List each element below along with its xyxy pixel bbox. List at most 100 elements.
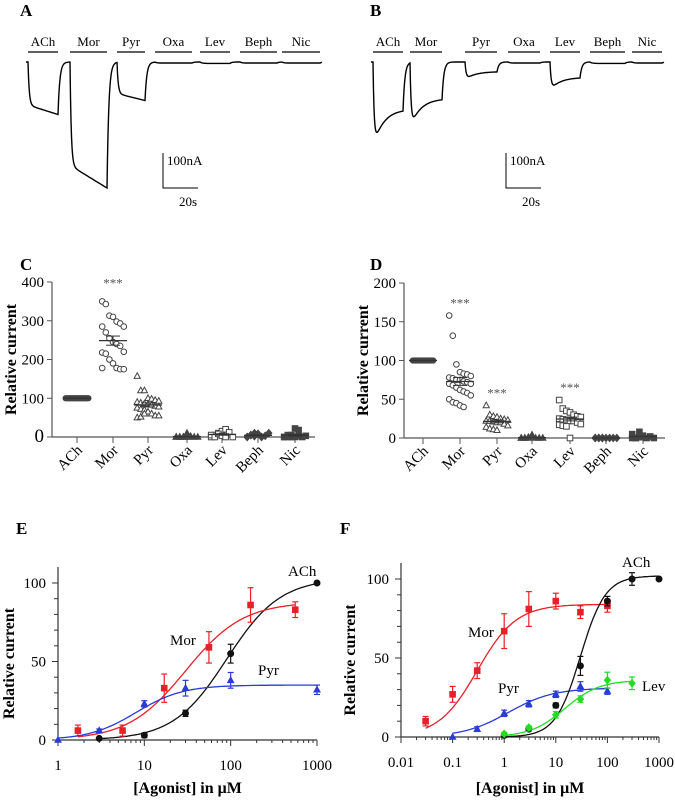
data-point (525, 723, 533, 732)
data-point (467, 392, 475, 399)
scale-current-label: 100nA (167, 153, 203, 168)
series-label: Mor (468, 625, 494, 641)
data-point (120, 365, 128, 373)
x-tick-label: 0.01 (388, 755, 414, 771)
scale-time-label: 20s (179, 194, 197, 209)
x-tick-label: Oxa (512, 443, 541, 472)
data-point (552, 701, 560, 709)
data-point (102, 300, 110, 308)
x-tick-label: Nic (625, 443, 652, 470)
scale-bar (162, 153, 198, 189)
data-point (576, 682, 585, 690)
data-point (98, 323, 106, 330)
current-trace (26, 61, 323, 190)
fit-curve (504, 680, 632, 737)
data-point (603, 597, 611, 605)
series-ach: ACh (500, 555, 663, 739)
data-point (140, 699, 149, 707)
y-tick-label: 200 (374, 276, 397, 292)
data-point (160, 684, 168, 692)
data-point (247, 601, 254, 609)
x-axis-label: [Agonist] in μM (133, 780, 242, 797)
data-point (74, 727, 82, 734)
y-axis-label: Relative current (342, 604, 359, 716)
data-point (576, 662, 584, 670)
panel-letter: E (16, 519, 27, 538)
data-point (448, 732, 457, 740)
panel-A: A ACh Mor Pyr Oxa Lev Beph Nic 100nA 20s (20, 1, 323, 209)
significance-marker: *** (450, 296, 470, 311)
drug-label: Lev (205, 34, 226, 49)
panel-letter: A (20, 1, 33, 20)
x-tick-label: Mor (439, 444, 469, 474)
data-point (95, 726, 104, 734)
data-point (473, 667, 481, 674)
scale-bar (505, 153, 541, 189)
y-tick-label: 400 (22, 275, 45, 291)
y-tick-label: 0 (39, 733, 47, 749)
scale-time-label: 20s (522, 194, 540, 209)
significance-marker: *** (560, 380, 580, 395)
data-point (636, 433, 643, 441)
data-point (133, 371, 142, 379)
data-point (116, 342, 124, 350)
drug-label: ACh (31, 34, 56, 49)
data-point (655, 575, 663, 583)
data-point (449, 332, 457, 340)
x-tick-label: 1 (54, 758, 62, 774)
data-point (144, 407, 152, 415)
data-point (563, 423, 570, 430)
x-tick-label: Beph (233, 442, 267, 476)
data-point (603, 686, 612, 694)
y-tick-label: 300 (22, 314, 45, 330)
data-point (467, 372, 475, 380)
panel-F: F 0 50 100 0.01 0.1 1 10 100 1000 [Agonist] in μM R… (340, 519, 674, 797)
data-point (500, 419, 509, 427)
y-axis-label: Relative current (1, 607, 18, 719)
x-tick-label: Pyr (480, 444, 506, 470)
scale-current-label: 100nA (510, 153, 546, 168)
x-tick-label: ACh (54, 442, 86, 474)
x-tick-label: Oxa (167, 442, 196, 471)
data-point (205, 644, 213, 651)
y-tick-label: 0 (35, 426, 45, 447)
data-point (54, 735, 62, 743)
y-tick-label: 100 (367, 572, 390, 588)
fit-curve (99, 583, 318, 740)
data-point (603, 675, 612, 685)
data-point (628, 575, 636, 583)
data-point (577, 413, 585, 421)
y-tick-label: 200 (22, 353, 45, 369)
data-point (140, 409, 149, 417)
data-point (313, 685, 321, 693)
data-point (226, 675, 235, 684)
data-point (98, 364, 106, 372)
series-label: ACh (622, 555, 651, 571)
data-point (482, 422, 491, 430)
data-point (154, 411, 163, 419)
x-tick-label: 100 (219, 758, 242, 774)
y-tick-label: 0 (389, 431, 397, 447)
data-point (577, 420, 585, 428)
drug-label: Nic (292, 34, 311, 49)
drug-label: Oxa (163, 34, 185, 49)
data-point (95, 734, 103, 742)
data-point (119, 727, 126, 734)
series-ach: ACh (95, 564, 321, 742)
drug-label: Pyr (472, 34, 491, 49)
panel-B: B ACh Mor Pyr Oxa Lev Beph Nic 100nA 20s (370, 1, 665, 209)
series-label: Pyr (258, 663, 279, 679)
series-lev: Lev (500, 671, 666, 739)
data-point (524, 699, 533, 707)
data-point (181, 683, 190, 691)
data-point (140, 386, 149, 394)
data-point (500, 708, 509, 717)
y-tick-label: 150 (374, 315, 397, 331)
drug-label: Pyr (122, 34, 141, 49)
drug-label: Mor (415, 34, 438, 49)
data-point (120, 323, 128, 330)
series-label: ACh (288, 564, 317, 580)
data-point (445, 312, 453, 319)
series-mor: Mor (74, 587, 299, 738)
panel-E: E 0 50 100 1 10 100 1000 [Agonist] in μM Relative… (1, 519, 332, 797)
